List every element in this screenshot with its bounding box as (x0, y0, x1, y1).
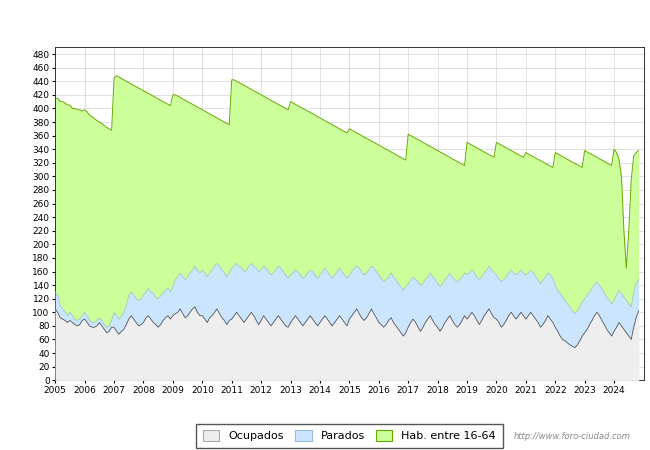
Text: FORO-CIUDAD.COM: FORO-CIUDAD.COM (243, 331, 456, 350)
Text: Ojós - Evolucion de la poblacion en edad de Trabajar Noviembre de 2024: Ojós - Evolucion de la poblacion en edad… (96, 15, 554, 28)
Legend: Ocupados, Parados, Hab. entre 16-64: Ocupados, Parados, Hab. entre 16-64 (196, 423, 502, 448)
Text: http://www.foro-ciudad.com: http://www.foro-ciudad.com (514, 432, 630, 441)
